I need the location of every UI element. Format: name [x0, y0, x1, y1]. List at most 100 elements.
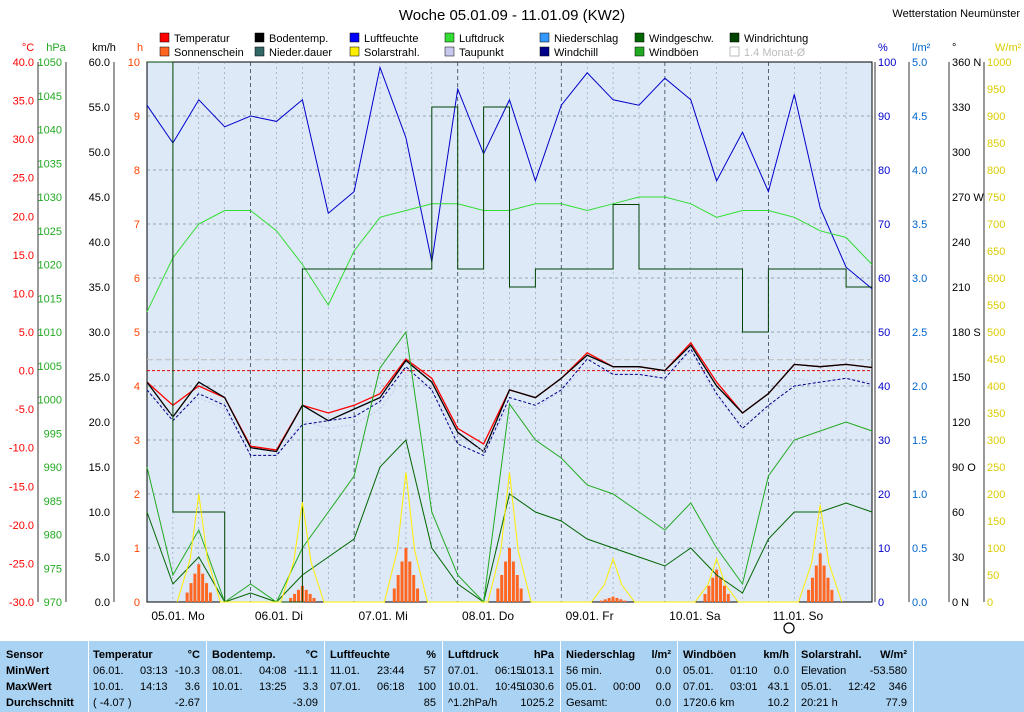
sunshine-bar [308, 593, 312, 602]
stats-cell-date: 06.01. [93, 665, 124, 677]
sunshine-bar [711, 577, 715, 602]
x-axis-label: 05.01. Mo [151, 609, 205, 623]
legend-label: Bodentemp. [269, 33, 328, 45]
statistics-panel: Sensor MinWert MaxWert Durchschnitt Temperat… [0, 641, 1024, 712]
right-axis-tick: 0.5 [912, 543, 927, 555]
sunshine-bar [304, 589, 308, 602]
stats-cell-date: 05.01. [801, 681, 832, 693]
right-axis-tick: 360 N [952, 57, 981, 69]
legend-label: Luftdruck [459, 33, 505, 45]
stats-cell-date: 20:21 h [801, 697, 838, 709]
left-axis-tick: 50.0 [89, 147, 110, 159]
x-axis-label: 08.01. Do [462, 609, 514, 623]
stats-cell-time: 01:10 [730, 665, 758, 677]
right-axis-tick: 270 W [952, 192, 984, 204]
stats-column-unit: hPa [533, 649, 554, 661]
right-axis-tick: 750 [987, 192, 1005, 204]
right-axis-tick: 850 [987, 138, 1005, 150]
stats-cell-value: 10.2 [767, 697, 789, 709]
sunshine-bar [519, 588, 523, 602]
left-axis-tick: 995 [44, 428, 62, 440]
stats-column-unit: W/m² [880, 649, 907, 661]
stats-cell-date: Elevation [801, 665, 847, 677]
stats-cell-value: 3.3 [302, 681, 318, 693]
right-axis-tick: 900 [987, 111, 1005, 123]
right-axis-tick: 240 [952, 237, 970, 249]
right-axis-tick: 70 [878, 219, 890, 231]
sunshine-bar [293, 593, 297, 602]
stats-cell-date: Gesamt: [566, 697, 608, 709]
sunshine-bar [719, 577, 723, 602]
sunshine-bar [611, 596, 615, 602]
right-axis-tick: 150 [987, 516, 1005, 528]
right-axis-tick: 80 [878, 165, 890, 177]
stats-cell-value: -3.09 [292, 697, 318, 709]
legend-label: 1.4 Monat-Ø [744, 47, 806, 59]
stats-cell-time: 06:15 [495, 665, 523, 677]
stats-column: Windböen km/h 05.01. 01:10 0.0 07.01. 03:01 43.… [678, 641, 796, 712]
stats-cell-time: 14:13 [140, 681, 168, 693]
sunshine-bar [619, 599, 623, 602]
left-axis-tick: 7 [134, 219, 140, 231]
stats-cell-value: 0.0 [655, 697, 671, 709]
right-axis-tick: 0 [987, 597, 993, 609]
stats-cell-date: 10.01. [212, 681, 243, 693]
left-axis-tick: -20.0 [9, 520, 34, 532]
series-line-windben [146, 330, 873, 604]
stats-column-title: Luftfeuchte [330, 649, 390, 661]
right-axis-tick: 0 N [952, 597, 969, 609]
left-axis-tick: 20.0 [89, 417, 110, 429]
stats-column-title: Temperatur [93, 649, 153, 661]
right-axis-unit: W/m² [995, 42, 1022, 54]
right-axis-tick: 60 [952, 507, 964, 519]
left-axis-tick: 10 [128, 57, 140, 69]
stats-column-unit: l/m² [651, 649, 671, 661]
left-axis-tick: 1035 [38, 158, 62, 170]
stats-column-title: Windböen [683, 649, 737, 661]
left-axis-tick: 20.0 [13, 211, 34, 223]
right-axis-tick: 5.0 [912, 57, 927, 69]
stats-cell-date: 07.01. [448, 665, 479, 677]
legend-swatch [634, 46, 645, 57]
legend-label: Temperatur [174, 33, 230, 45]
stats-cell-date: 56 min. [566, 665, 603, 677]
left-axis-tick: 1040 [38, 125, 62, 137]
stats-cell-value: 43.1 [767, 681, 789, 693]
right-axis-tick: 30 [878, 435, 890, 447]
right-axis-tick: 1000 [987, 57, 1011, 69]
stats-column: Luftfeuchte% 11.01. 23:44 57 07.01. 06:18 100 8… [325, 641, 443, 712]
series-line-windgeschw [146, 438, 873, 603]
stats-cell-time: 04:08 [259, 665, 287, 677]
left-axis-tick: 3 [134, 435, 140, 447]
left-axis-unit: °C [22, 42, 34, 54]
left-axis-tick: 2 [134, 489, 140, 501]
left-axis-tick: 980 [44, 530, 62, 542]
legend-swatch [254, 46, 265, 57]
stats-cell-date: 05.01. [566, 681, 597, 693]
right-axis-tick: 50 [878, 327, 890, 339]
right-axis-tick: 90 O [952, 462, 976, 474]
stats-column: Bodentemp. °C 08.01. 04:08 -11.1 10.01. 13:25 3… [207, 641, 325, 712]
left-axis-tick: 4 [134, 381, 140, 393]
legend-label: Windböen [649, 47, 699, 59]
sunshine-bar [822, 565, 826, 602]
left-axis-tick: -10.0 [9, 443, 34, 455]
right-axis-tick: 500 [987, 327, 1005, 339]
stats-cell-value: 1013.1 [520, 665, 554, 677]
right-axis-tick: 40 [878, 381, 890, 393]
sunshine-bar [500, 575, 504, 602]
right-axis-tick: 90 [878, 111, 890, 123]
legend-label: Windrichtung [744, 33, 808, 45]
sunshine-bar [830, 589, 834, 602]
series-line-solarstrahl [176, 472, 843, 603]
legend-label: Windchill [554, 47, 598, 59]
series-line-windchill [146, 348, 873, 457]
stats-cell-value: 0.0 [773, 665, 789, 677]
sunshine-bar [496, 588, 500, 602]
stats-cell-date: 10.01. [448, 681, 479, 693]
left-axis-tick: 990 [44, 462, 62, 474]
right-axis-tick: 2.5 [912, 327, 927, 339]
left-axis-tick: 30.0 [13, 134, 34, 146]
sunshine-bar [599, 600, 603, 602]
left-axis-tick: 1 [134, 543, 140, 555]
